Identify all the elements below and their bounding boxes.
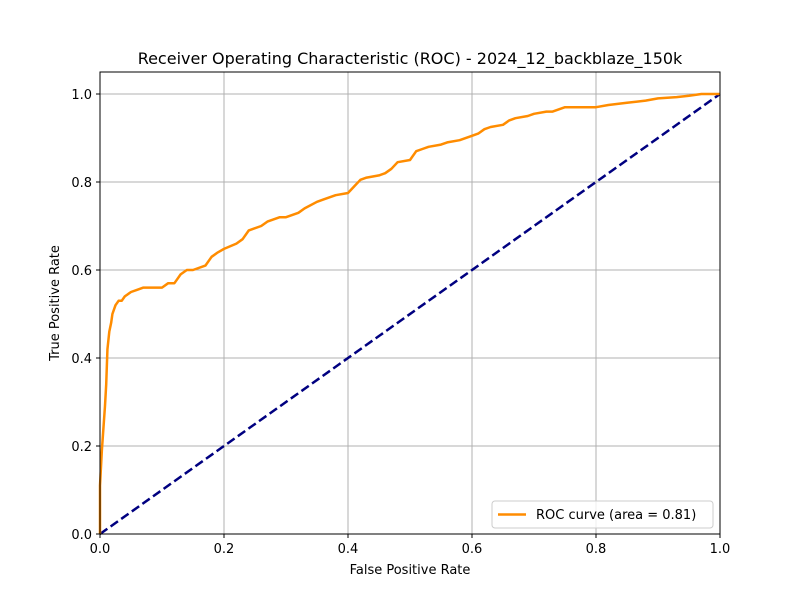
x-axis-title: False Positive Rate: [350, 563, 471, 578]
x-tick-label: 0.8: [586, 542, 607, 557]
x-tick-label: 1.0: [710, 542, 731, 557]
grid-layer: [99, 72, 721, 535]
y-axis-title: True Positive Rate: [48, 245, 63, 362]
x-tick-label: 0.4: [338, 542, 359, 557]
chart-title: Receiver Operating Characteristic (ROC) …: [138, 49, 683, 69]
plot-frame: [99, 71, 721, 535]
y-tick-label: 0.6: [71, 264, 92, 279]
series-layer: [98, 92, 721, 536]
legend: ROC curve (area = 0.81): [491, 500, 714, 529]
y-tick-label: 0.8: [71, 176, 92, 191]
roc-curve-line: [98, 92, 720, 534]
y-tick-label: 0.0: [71, 528, 92, 543]
y-tick-label: 0.2: [71, 440, 92, 455]
legend-box: [491, 500, 714, 529]
tick-layer: 0.0 0.2 0.4 0.6 0.8 1.0 0.0 0.2 0.4 0.6 0.8 1.0: [71, 88, 730, 557]
y-tick-label: 0.4: [71, 352, 92, 367]
y-tick-label: 1.0: [71, 88, 92, 103]
x-tick-label: 0.6: [462, 542, 483, 557]
legend-label-roc: ROC curve (area = 0.81): [536, 508, 696, 523]
x-tick-label: 0.2: [214, 542, 235, 557]
chance-diagonal-line: [99, 92, 721, 536]
x-tick-label: 0.0: [90, 542, 111, 557]
